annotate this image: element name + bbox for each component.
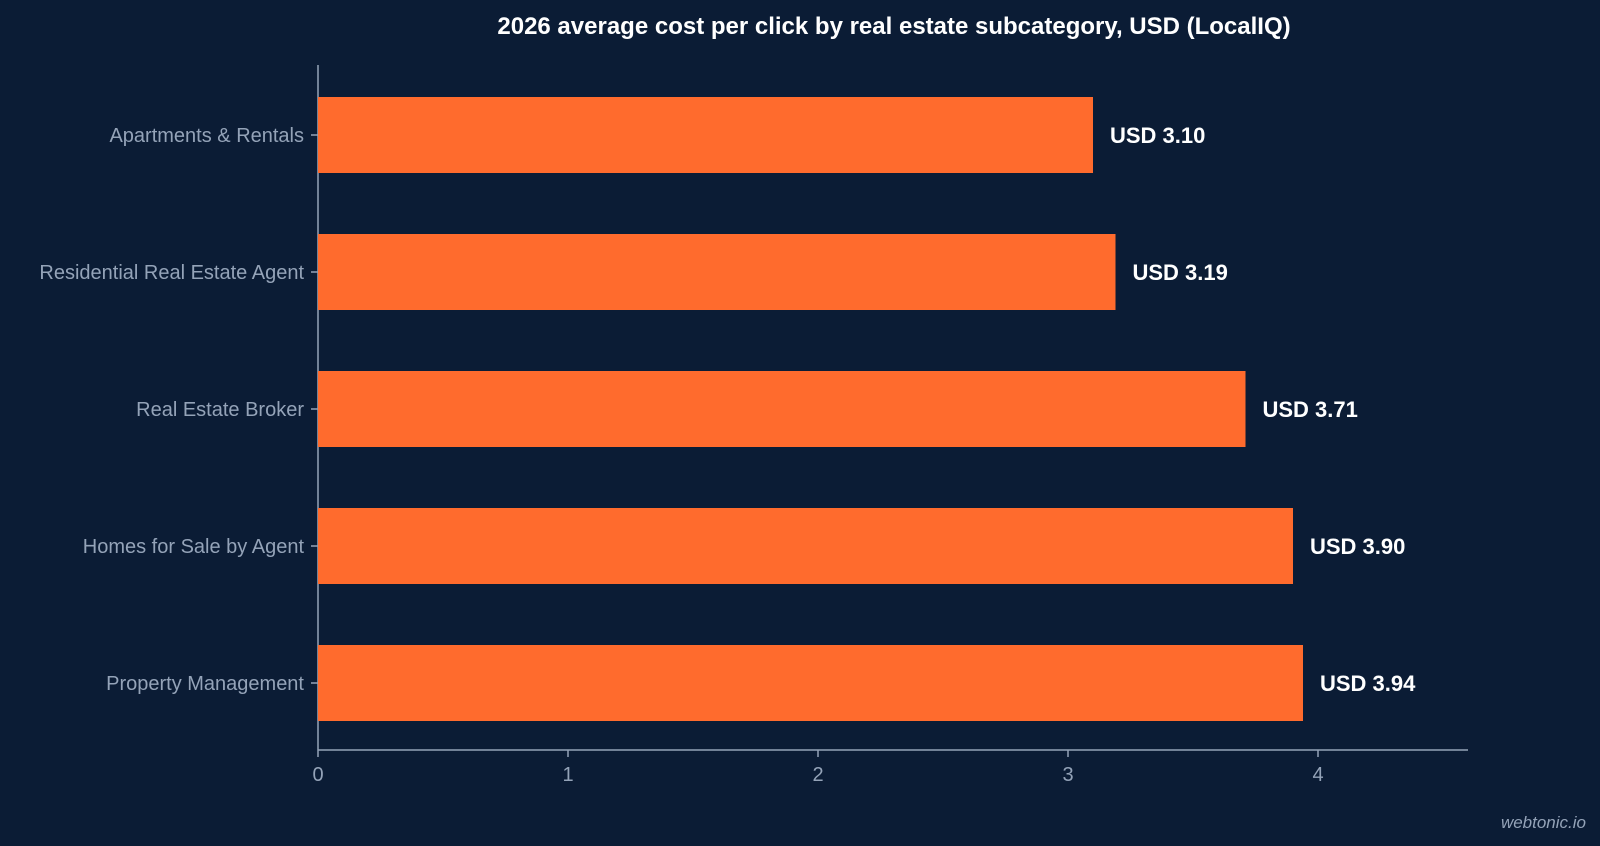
category-label: Apartments & Rentals — [109, 125, 304, 147]
bar — [318, 645, 1303, 721]
bar — [318, 234, 1116, 310]
data-label: USD 3.90 — [1310, 534, 1405, 559]
data-label: USD 3.19 — [1133, 260, 1228, 285]
x-tick-label: 1 — [562, 764, 573, 786]
x-tick-label: 3 — [1062, 764, 1073, 786]
bar — [318, 371, 1246, 447]
data-label: USD 3.94 — [1320, 671, 1416, 696]
category-label: Property Management — [106, 673, 304, 695]
x-tick-label: 4 — [1312, 764, 1323, 786]
data-label: USD 3.71 — [1263, 397, 1358, 422]
plot-area: Apartments & Rentals USD 3.10 Residential … — [39, 65, 1468, 786]
x-tick-label: 0 — [312, 764, 323, 786]
category-label: Homes for Sale by Agent — [83, 536, 305, 558]
bar — [318, 97, 1093, 173]
watermark: webtonic.io — [1501, 813, 1586, 832]
category-label: Real Estate Broker — [136, 399, 304, 421]
data-label: USD 3.10 — [1110, 123, 1205, 148]
x-tick-label: 2 — [812, 764, 823, 786]
category-label: Residential Real Estate Agent — [39, 262, 304, 284]
chart-title: 2026 average cost per click by real esta… — [497, 13, 1290, 40]
bar — [318, 508, 1293, 584]
